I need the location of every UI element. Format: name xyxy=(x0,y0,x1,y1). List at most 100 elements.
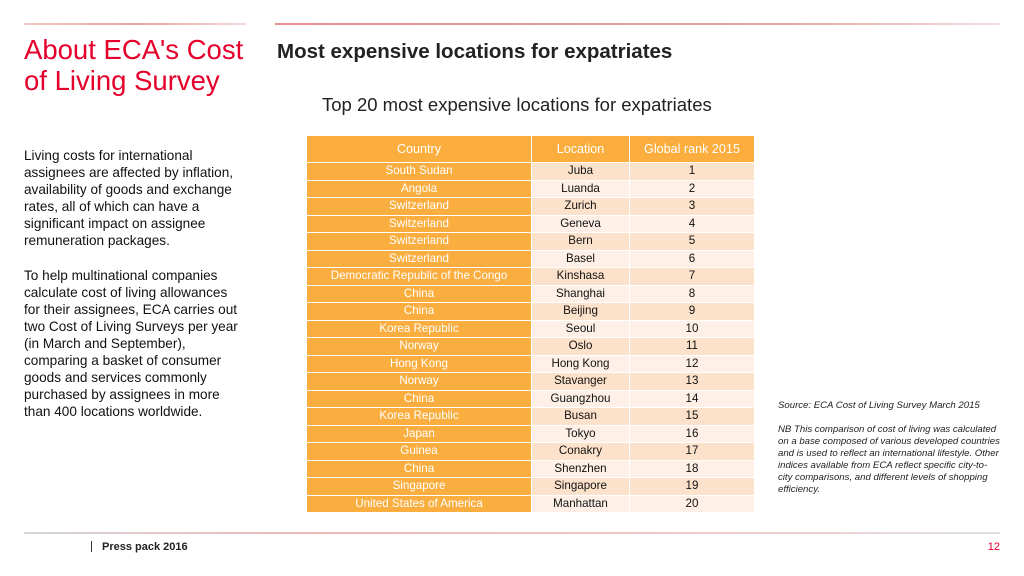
cell-country: China xyxy=(306,302,532,321)
cell-country: Norway xyxy=(306,372,532,391)
cell-location: Tokyo xyxy=(531,424,630,443)
nb-note: NB This comparison of cost of living was… xyxy=(778,424,1000,495)
footer-label: Press pack 2016 xyxy=(102,541,188,553)
cell-rank: 1 xyxy=(629,162,755,181)
footer-separator xyxy=(91,541,92,552)
table-row: Switzerland Geneva 4 xyxy=(306,214,755,233)
sidebar-paragraph-1: Living costs for international assignees… xyxy=(24,148,234,249)
cell-rank: 15 xyxy=(629,407,755,426)
cell-location: Guangzhou xyxy=(531,389,630,408)
sidebar-body: Living costs for international assignees… xyxy=(24,147,246,437)
table-row: China Shanghai 8 xyxy=(306,284,755,303)
table-row: Singapore Singapore 19 xyxy=(306,477,755,496)
cell-rank: 16 xyxy=(629,424,755,443)
section-title: About ECA's Cost of Living Survey xyxy=(24,34,244,96)
cell-rank: 2 xyxy=(629,179,755,198)
table-row: Switzerland Basel 6 xyxy=(306,249,755,268)
page-number: 12 xyxy=(987,541,1000,553)
page-title: Most expensive locations for expatriates xyxy=(277,40,673,63)
cell-location: Geneva xyxy=(531,214,630,233)
source-note: Source: ECA Cost of Living Survey March … xyxy=(778,400,980,411)
cell-rank: 5 xyxy=(629,232,755,251)
column-header-location: Location xyxy=(531,135,630,163)
cell-location: Juba xyxy=(531,162,630,181)
table-row: Korea Republic Seoul 10 xyxy=(306,319,755,338)
cell-country: China xyxy=(306,389,532,408)
cell-location: Hong Kong xyxy=(531,354,630,373)
top-rule-right xyxy=(275,23,1000,25)
cell-location: Shanghai xyxy=(531,284,630,303)
cell-rank: 4 xyxy=(629,214,755,233)
table-row: United States of America Manhattan 20 xyxy=(306,494,755,513)
table-row: China Shenzhen 18 xyxy=(306,459,755,478)
table-row: Korea Republic Busan 15 xyxy=(306,407,755,426)
cell-rank: 11 xyxy=(629,337,755,356)
cell-rank: 19 xyxy=(629,477,755,496)
cell-country: Singapore xyxy=(306,477,532,496)
cell-rank: 17 xyxy=(629,442,755,461)
cell-country: Angola xyxy=(306,179,532,198)
column-header-country: Country xyxy=(306,135,532,163)
cell-location: Singapore xyxy=(531,477,630,496)
table-row: Norway Stavanger 13 xyxy=(306,372,755,391)
cell-country: Norway xyxy=(306,337,532,356)
table-row: South Sudan Juba 1 xyxy=(306,162,755,181)
cell-country: Switzerland xyxy=(306,197,532,216)
cell-country: Democratic Republic of the Congo xyxy=(306,267,532,286)
cell-rank: 9 xyxy=(629,302,755,321)
footer-rule xyxy=(24,532,1000,534)
cell-location: Stavanger xyxy=(531,372,630,391)
table-row: Hong Kong Hong Kong 12 xyxy=(306,354,755,373)
cell-country: United States of America xyxy=(306,494,532,513)
cell-country: South Sudan xyxy=(306,162,532,181)
cell-location: Oslo xyxy=(531,337,630,356)
table-body: South Sudan Juba 1 Angola Luanda 2 Switzerland… xyxy=(306,162,755,513)
cell-location: Beijing xyxy=(531,302,630,321)
cell-country: China xyxy=(306,459,532,478)
table-row: China Guangzhou 14 xyxy=(306,389,755,408)
cell-country: Hong Kong xyxy=(306,354,532,373)
cell-rank: 6 xyxy=(629,249,755,268)
cell-country: Korea Republic xyxy=(306,407,532,426)
cell-country: China xyxy=(306,284,532,303)
top-rule-left xyxy=(24,23,246,25)
table-row: Japan Tokyo 16 xyxy=(306,424,755,443)
cell-rank: 13 xyxy=(629,372,755,391)
cell-location: Seoul xyxy=(531,319,630,338)
cell-country: Switzerland xyxy=(306,249,532,268)
column-header-rank: Global rank 2015 xyxy=(629,135,755,163)
table-row: Switzerland Zurich 3 xyxy=(306,197,755,216)
cell-country: Korea Republic xyxy=(306,319,532,338)
cell-location: Luanda xyxy=(531,179,630,198)
table-header-row: Country Location Global rank 2015 xyxy=(306,135,755,163)
table-row: Switzerland Bern 5 xyxy=(306,232,755,251)
cell-country: Switzerland xyxy=(306,232,532,251)
cell-rank: 10 xyxy=(629,319,755,338)
cell-country: Guinea xyxy=(306,442,532,461)
cell-location: Busan xyxy=(531,407,630,426)
cell-location: Conakry xyxy=(531,442,630,461)
sidebar-paragraph-2: To help multinational companies calculat… xyxy=(24,267,238,420)
cell-rank: 3 xyxy=(629,197,755,216)
cell-location: Shenzhen xyxy=(531,459,630,478)
cell-country: Switzerland xyxy=(306,214,532,233)
cell-location: Bern xyxy=(531,232,630,251)
table-row: China Beijing 9 xyxy=(306,302,755,321)
cell-location: Basel xyxy=(531,249,630,268)
cell-location: Manhattan xyxy=(531,494,630,513)
cell-rank: 12 xyxy=(629,354,755,373)
cell-rank: 18 xyxy=(629,459,755,478)
table-row: Norway Oslo 11 xyxy=(306,337,755,356)
cell-rank: 7 xyxy=(629,267,755,286)
cell-location: Kinshasa xyxy=(531,267,630,286)
cell-rank: 8 xyxy=(629,284,755,303)
ranking-table: Country Location Global rank 2015 South … xyxy=(306,135,755,513)
cell-rank: 20 xyxy=(629,494,755,513)
table-title: Top 20 most expensive locations for expa… xyxy=(322,94,712,115)
table-row: Guinea Conakry 17 xyxy=(306,442,755,461)
cell-country: Japan xyxy=(306,424,532,443)
table-row: Angola Luanda 2 xyxy=(306,179,755,198)
cell-location: Zurich xyxy=(531,197,630,216)
table-row: Democratic Republic of the Congo Kinshasa… xyxy=(306,267,755,286)
cell-rank: 14 xyxy=(629,389,755,408)
